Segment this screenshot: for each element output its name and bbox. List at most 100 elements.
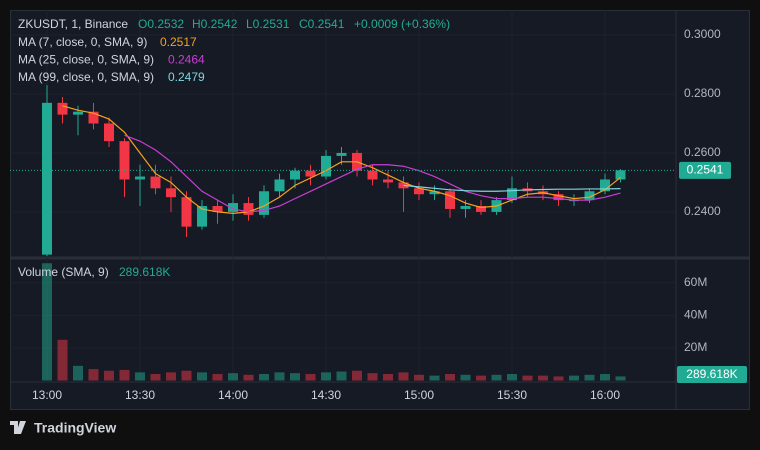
legend: ZKUSDT, 1, Binance O0.2532 H0.2542 L0.25… bbox=[18, 17, 450, 31]
ohlc-close: C0.2541 bbox=[299, 17, 345, 31]
ma-name: MA (7, close, 0, SMA, 9) bbox=[18, 35, 147, 49]
volume-bar bbox=[259, 373, 269, 381]
ma-line bbox=[62, 105, 621, 214]
volume-bar bbox=[414, 374, 424, 381]
candle-body bbox=[600, 179, 610, 192]
candle-body bbox=[197, 206, 207, 227]
candle-body bbox=[259, 191, 269, 215]
ohlc-low: L0.2531 bbox=[246, 17, 290, 31]
volume-bar bbox=[429, 375, 440, 381]
volume-value: 289.618K bbox=[119, 265, 170, 279]
volume-bar bbox=[290, 373, 300, 381]
volume-bar bbox=[274, 372, 285, 381]
volume-bar bbox=[197, 372, 207, 381]
candle-body bbox=[336, 152, 347, 156]
volume-badge bbox=[677, 366, 747, 383]
candle-body bbox=[181, 197, 192, 227]
volume-bar bbox=[615, 376, 626, 381]
volume-bar bbox=[321, 372, 331, 381]
candle-body bbox=[414, 188, 424, 195]
candle-body bbox=[507, 188, 517, 201]
volume-bar bbox=[460, 374, 471, 381]
candle-body bbox=[290, 170, 300, 180]
volume-bar bbox=[104, 370, 114, 381]
volume-bar bbox=[42, 263, 52, 381]
candle-body bbox=[615, 170, 626, 180]
brand-logo bbox=[10, 421, 26, 434]
volume-bar bbox=[181, 370, 192, 381]
volume-bar bbox=[507, 373, 517, 381]
candle-body bbox=[460, 206, 471, 209]
candle-body bbox=[104, 123, 114, 142]
ma-line bbox=[124, 134, 621, 213]
volume-bar bbox=[150, 373, 161, 381]
candle-body bbox=[383, 179, 393, 183]
candle-body bbox=[88, 111, 99, 124]
volume-bar bbox=[305, 373, 316, 381]
candle-body bbox=[57, 102, 68, 115]
volume-bar bbox=[243, 374, 254, 381]
volume-bar bbox=[57, 339, 68, 381]
candle-body bbox=[553, 194, 564, 201]
ma-value: 0.2517 bbox=[160, 35, 197, 49]
ma-value: 0.2479 bbox=[168, 70, 205, 84]
ma-value: 0.2464 bbox=[168, 53, 205, 67]
x-tick-label: 13:00 bbox=[32, 388, 62, 402]
volume-bar bbox=[476, 375, 486, 381]
candle-body bbox=[584, 191, 595, 201]
brand: TradingView bbox=[34, 420, 116, 436]
candle-body bbox=[367, 170, 378, 180]
x-tick-label: 16:00 bbox=[590, 388, 620, 402]
y-tick-label: 0.2800 bbox=[684, 86, 721, 100]
candle-body bbox=[119, 141, 130, 180]
volume-bar bbox=[88, 369, 99, 381]
candle-body bbox=[429, 191, 440, 195]
ma-name: MA (99, close, 0, SMA, 9) bbox=[18, 70, 154, 84]
x-tick-label: 15:30 bbox=[497, 388, 527, 402]
volume-bar bbox=[367, 373, 378, 381]
x-tick-label: 15:00 bbox=[404, 388, 434, 402]
candle-body bbox=[243, 203, 254, 215]
candle-body bbox=[212, 206, 223, 212]
change: +0.0009 (+0.36%) bbox=[354, 17, 450, 31]
x-tick-label: 14:00 bbox=[218, 388, 248, 402]
candle-body bbox=[150, 176, 161, 189]
volume-bar bbox=[569, 375, 579, 381]
y-tick-label: 0.2600 bbox=[684, 145, 721, 159]
candle-body bbox=[135, 176, 145, 180]
ma-name: MA (25, close, 0, SMA, 9) bbox=[18, 53, 154, 67]
candle-body bbox=[305, 170, 316, 177]
y-tick-label: 60M bbox=[684, 275, 707, 289]
volume-bar bbox=[212, 373, 223, 381]
ohlc-high: H0.2542 bbox=[192, 17, 238, 31]
last-price-badge bbox=[679, 161, 731, 179]
volume-bar bbox=[73, 365, 83, 381]
candle-body bbox=[476, 206, 486, 212]
volume-bar bbox=[538, 375, 548, 381]
volume-bar bbox=[398, 372, 409, 381]
volume-bar bbox=[522, 375, 533, 381]
volume-bar bbox=[352, 370, 362, 381]
volume-bar bbox=[166, 372, 176, 381]
ohlc-open: O0.2532 bbox=[138, 17, 184, 31]
volume-bar bbox=[584, 374, 595, 381]
candle-body bbox=[445, 191, 455, 209]
volume-bar bbox=[119, 369, 130, 381]
ma-line bbox=[403, 184, 621, 192]
candle-body bbox=[166, 188, 176, 198]
symbol: ZKUSDT, 1, Binance bbox=[18, 17, 128, 31]
y-tick-label: 20M bbox=[684, 340, 707, 354]
volume-title: Volume (SMA, 9) bbox=[18, 265, 109, 279]
volume-bar bbox=[383, 373, 393, 381]
candle-body bbox=[42, 102, 52, 255]
candle-body bbox=[228, 203, 238, 212]
y-tick-label: 0.3000 bbox=[684, 27, 721, 41]
volume-bar bbox=[228, 373, 238, 381]
y-tick-label: 40M bbox=[684, 308, 707, 322]
x-tick-label: 14:30 bbox=[311, 388, 341, 402]
volume-bar bbox=[553, 376, 564, 381]
volume-bar bbox=[600, 373, 610, 381]
volume-bar bbox=[491, 374, 502, 381]
